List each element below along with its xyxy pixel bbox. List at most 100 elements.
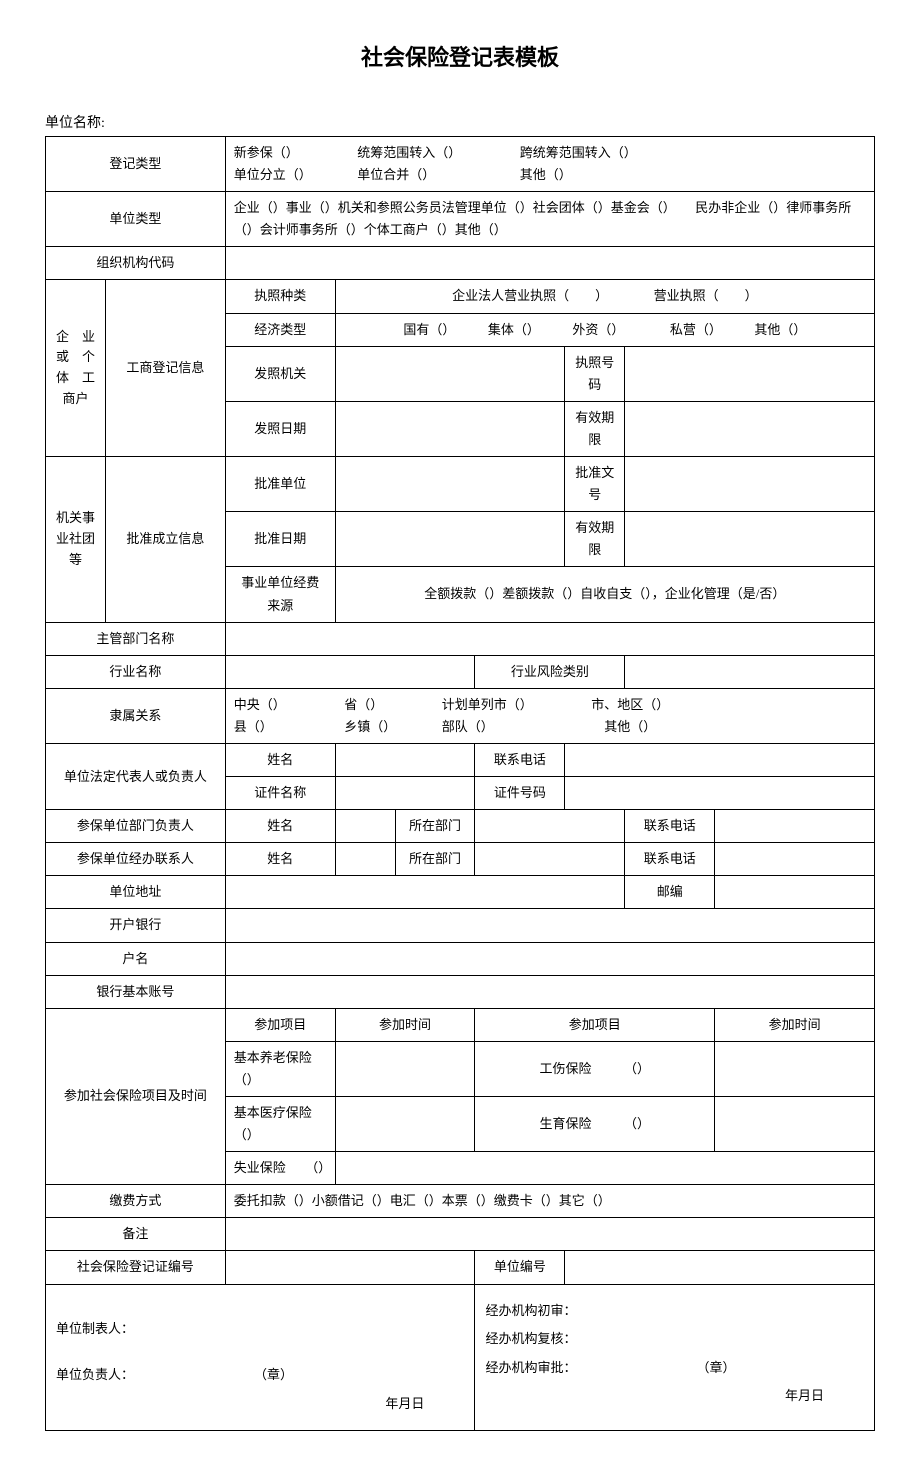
biz-valid-label: 有效期限	[565, 401, 625, 456]
address-value	[225, 876, 625, 909]
ins-col-time-1: 参加时间	[335, 1008, 475, 1041]
cert-no-label: 社会保险登记证编号	[46, 1251, 226, 1284]
dept-head-phone-label: 联系电话	[625, 810, 715, 843]
unit-type-label: 单位类型	[46, 192, 226, 247]
fund-source-label: 事业单位经费 来源	[225, 567, 335, 622]
ins-col-time-2: 参加时间	[715, 1008, 875, 1041]
dept-head-label: 参保单位部门负责人	[46, 810, 226, 843]
approve-date-value	[335, 512, 565, 567]
responsible-label: 单位负责人：	[56, 1367, 134, 1382]
payment-value: 委托扣款（）小额借记（）电汇（）本票（）缴费卡（）其它（）	[225, 1185, 874, 1218]
postcode-label: 邮编	[625, 876, 715, 909]
industry-risk-label: 行业风险类别	[475, 655, 625, 688]
biz-valid-value	[625, 401, 875, 456]
date-left: 年月日	[56, 1390, 464, 1419]
legal-idno-value	[565, 777, 875, 810]
dept-head-name-label: 姓名	[225, 810, 335, 843]
issue-org-value	[335, 346, 565, 401]
affiliation-label: 隶属关系	[46, 688, 226, 743]
reg-type-label: 登记类型	[46, 137, 226, 192]
econ-type-label: 经济类型	[225, 313, 335, 346]
legal-idno-label: 证件号码	[475, 777, 565, 810]
legal-idname-value	[335, 777, 475, 810]
approve-no-value	[625, 457, 875, 512]
ins-injury-time	[715, 1041, 875, 1096]
preparer-label: 单位制表人：	[56, 1315, 464, 1344]
approve-unit-value	[335, 457, 565, 512]
ins-col-item-2: 参加项目	[475, 1008, 715, 1041]
ins-medical-time	[335, 1097, 475, 1152]
stamp-left: （章）	[254, 1361, 293, 1390]
org-code-value	[225, 247, 874, 280]
contact-dept-value	[475, 843, 625, 876]
bank-account-label: 银行基本账号	[46, 975, 226, 1008]
unit-no-label: 单位编号	[475, 1251, 565, 1284]
dept-head-dept-value	[475, 810, 625, 843]
date-right: 年月日	[485, 1382, 864, 1411]
biz-label: 工商登记信息	[105, 280, 225, 457]
unit-no-value	[565, 1251, 875, 1284]
payment-label: 缴费方式	[46, 1185, 226, 1218]
license-no-value	[625, 346, 875, 401]
ins-injury: 工伤保险 （）	[475, 1041, 715, 1096]
dept-head-dept-label: 所在部门	[395, 810, 475, 843]
issue-org-label: 发照机关	[225, 346, 335, 401]
ins-maternity: 生育保险 （）	[475, 1097, 715, 1152]
econ-type-value: 国有（） 集体（） 外资（） 私营（） 其他（）	[335, 313, 874, 346]
remark-label: 备注	[46, 1218, 226, 1251]
license-type-label: 执照种类	[225, 280, 335, 313]
approval-side-label: 机关事 业社团 等	[46, 457, 106, 623]
industry-name-value	[225, 655, 475, 688]
dept-head-phone-value	[715, 810, 875, 843]
biz-side-label: 企 业 或 个 体 工 商户	[46, 280, 106, 457]
review3-label: 经办机构审批：	[485, 1360, 576, 1375]
org-code-label: 组织机构代码	[46, 247, 226, 280]
ins-maternity-time	[715, 1097, 875, 1152]
fund-source-value: 全额拨款（）差额拨款（）自收自支（），企业化管理（是/否）	[335, 567, 874, 622]
approval-label: 批准成立信息	[105, 457, 225, 623]
supervisor-value	[225, 622, 874, 655]
address-label: 单位地址	[46, 876, 226, 909]
approve-date-label: 批准日期	[225, 512, 335, 567]
unit-name-label: 单位名称:	[45, 112, 875, 132]
account-name-value	[225, 942, 874, 975]
postcode-value	[715, 876, 875, 909]
ins-col-item-1: 参加项目	[225, 1008, 335, 1041]
bank-account-value	[225, 975, 874, 1008]
ins-unemployment: 失业保险 （）	[225, 1152, 335, 1185]
contact-phone-value	[715, 843, 875, 876]
legal-rep-label: 单位法定代表人或负责人	[46, 743, 226, 809]
review2-label: 经办机构复核：	[485, 1325, 864, 1354]
legal-name-label: 姓名	[225, 743, 335, 776]
license-no-label: 执照号码	[565, 346, 625, 401]
contact-name-value	[335, 843, 395, 876]
affiliation-value: 中央（） 省（） 计划单列市（） 市、地区（） 县（） 乡镇（） 部队（） 其他…	[225, 688, 874, 743]
legal-phone-label: 联系电话	[475, 743, 565, 776]
page-title: 社会保险登记表模板	[45, 40, 875, 72]
contact-label: 参保单位经办联系人	[46, 843, 226, 876]
stamp-right: （章）	[696, 1354, 735, 1383]
issue-date-value	[335, 401, 565, 456]
insurance-label: 参加社会保险项目及时间	[46, 1008, 226, 1185]
issue-date-label: 发照日期	[225, 401, 335, 456]
form-table: 登记类型 新参保（） 统筹范围转入（） 跨统筹范围转入（） 单位分立（） 单位合…	[45, 136, 875, 1431]
industry-risk-value	[625, 655, 875, 688]
ins-unemployment-time	[335, 1152, 874, 1185]
approve-valid-value	[625, 512, 875, 567]
dept-head-name-value	[335, 810, 395, 843]
contact-name-label: 姓名	[225, 843, 335, 876]
cert-no-value	[225, 1251, 475, 1284]
account-name-label: 户名	[46, 942, 226, 975]
approve-unit-label: 批准单位	[225, 457, 335, 512]
signature-right: 经办机构初审： 经办机构复核： 经办机构审批：（章） 年月日	[475, 1284, 875, 1431]
ins-pension-time	[335, 1041, 475, 1096]
unit-type-value: 企业（）事业（）机关和参照公务员法管理单位（）社会团体（）基金会（） 民办非企业…	[225, 192, 874, 247]
bank-label: 开户银行	[46, 909, 226, 942]
industry-name-label: 行业名称	[46, 655, 226, 688]
bank-value	[225, 909, 874, 942]
legal-idname-label: 证件名称	[225, 777, 335, 810]
contact-phone-label: 联系电话	[625, 843, 715, 876]
signature-left: 单位制表人： 单位负责人： （章） 年月日	[46, 1284, 475, 1431]
license-type-value: 企业法人营业执照（ ） 营业执照（ ）	[335, 280, 874, 313]
legal-phone-value	[565, 743, 875, 776]
